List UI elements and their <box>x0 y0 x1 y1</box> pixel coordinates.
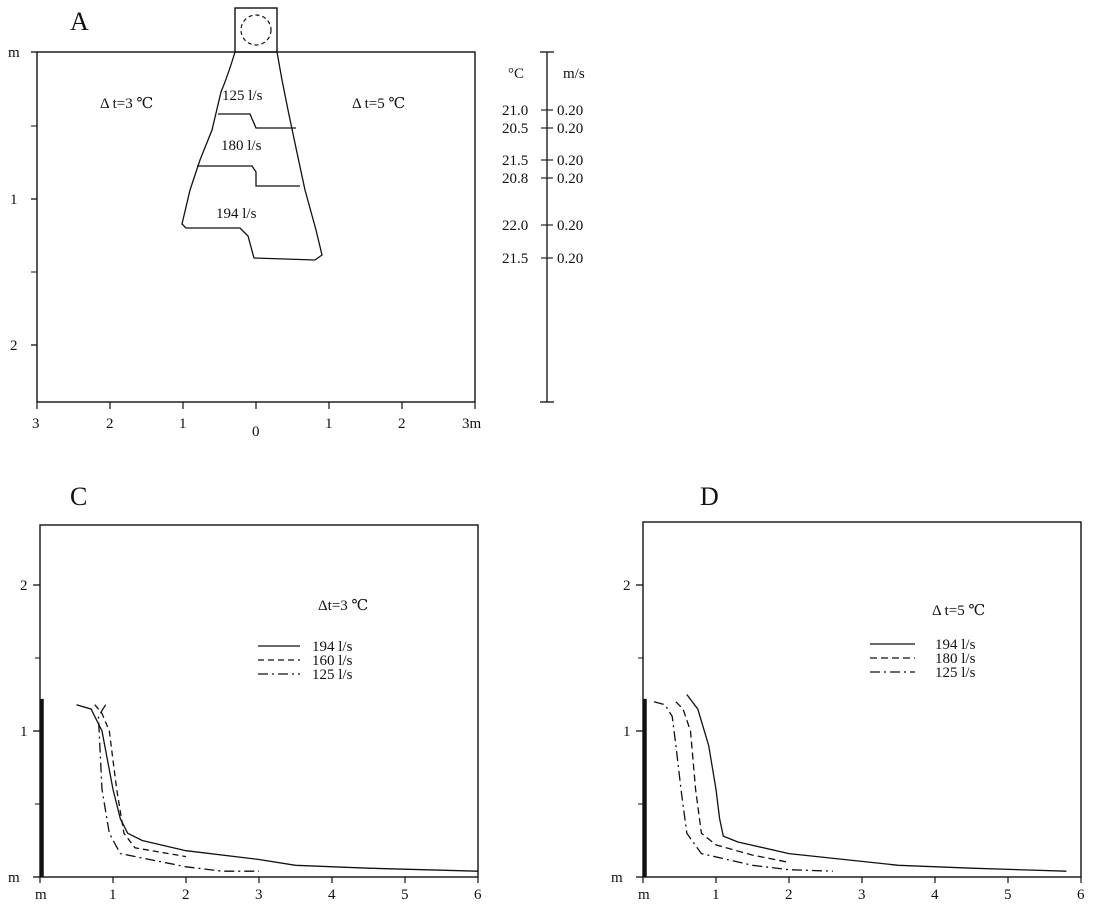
panel-d-xtick-0: m <box>638 887 650 903</box>
scale-temp-4: 22.0 <box>502 218 528 234</box>
panel-c-series-dashed <box>94 704 187 858</box>
scale-vel-3: 0.20 <box>557 171 583 187</box>
panel-c-xtick-1: 1 <box>109 887 117 903</box>
panel-d-series <box>653 694 1067 872</box>
panel-c: C m 1 2 3 4 5 6 m 1 2 Δt=3 ℃ 194 l/s 160 l/s 125 … <box>8 482 482 903</box>
supply-diffuser-box <box>234 7 278 53</box>
panel-c-ytick-0: m <box>8 870 20 886</box>
legend-d-label-0: 194 l/s <box>935 637 976 653</box>
panel-c-xtick-5: 5 <box>401 887 409 903</box>
panel-c-ytick-2: 2 <box>20 578 28 594</box>
panel-a-right-delta-label: Δ t=5 ℃ <box>352 96 405 112</box>
panel-d-series-dashed <box>675 701 790 864</box>
panel-c-xtick-3: 3 <box>255 887 263 903</box>
panel-a-ytick-1: 1 <box>10 192 18 208</box>
panel-d-series-solid <box>686 694 1067 872</box>
zone-label-180: 180 l/s <box>221 138 262 154</box>
panel-c-legend-title: Δt=3 ℃ <box>318 598 368 614</box>
panel-d-xtick-3: 3 <box>858 887 866 903</box>
scale-temp-header: °C <box>508 66 524 82</box>
panel-d-xtick-1: 1 <box>712 887 720 903</box>
panel-c-axes: m 1 2 3 4 5 6 m 1 2 <box>8 578 482 903</box>
scale-temp-2: 21.5 <box>502 153 528 169</box>
panel-d-ytick-2: 2 <box>623 578 631 594</box>
panel-a-xtick-3: 0 <box>252 424 260 440</box>
scale-temp-3: 20.8 <box>502 171 528 187</box>
panel-a: A m 1 2 3 2 1 0 1 2 3m Δ t=3 ℃ Δ t=5 ℃ <box>8 7 482 440</box>
legend-c-label-0: 194 l/s <box>312 639 353 655</box>
panel-c-ytick-1: 1 <box>20 724 28 740</box>
panel-a-left-delta-label: Δ t=3 ℃ <box>100 96 153 112</box>
panel-a-ytick-2: 2 <box>10 338 18 354</box>
panel-d-letter: D <box>700 482 719 511</box>
panel-a-letter: A <box>70 7 89 36</box>
panel-d-xtick-2: 2 <box>785 887 793 903</box>
panel-d-ytick-1: 1 <box>623 724 631 740</box>
zone-label-125: 125 l/s <box>222 88 263 104</box>
panel-a-xtick-5: 2 <box>398 416 406 432</box>
scale-temp-1: 20.5 <box>502 121 528 137</box>
scale-vel-1: 0.20 <box>557 121 583 137</box>
panel-a-xtick-1: 2 <box>106 416 114 432</box>
panel-c-xtick-2: 2 <box>182 887 190 903</box>
legend-c-label-2: 125 l/s <box>312 667 353 683</box>
panel-c-xtick-0: m <box>35 887 47 903</box>
legend-c-label-1: 160 l/s <box>312 653 353 669</box>
panel-d-series-dashdot <box>653 701 833 872</box>
panel-d-xtick-5: 5 <box>1004 887 1012 903</box>
panel-c-frame <box>39 524 479 878</box>
legend-d-label-1: 180 l/s <box>935 651 976 667</box>
panel-d-axes: m 1 2 3 4 5 6 m 1 2 <box>611 578 1085 903</box>
panel-d-ytick-0: m <box>611 870 623 886</box>
panel-a-xtick-6: 3m <box>462 416 482 432</box>
zone-label-194: 194 l/s <box>216 206 257 222</box>
panel-c-series-solid <box>76 704 479 872</box>
scale-vel-5: 0.20 <box>557 251 583 267</box>
panel-c-letter: C <box>70 482 87 511</box>
scale-vel-4: 0.20 <box>557 218 583 234</box>
jet-outline <box>181 51 323 261</box>
scale-bar: °C m/s 21.0 0.20 20.5 0.20 21.5 0.20 20.… <box>502 51 585 403</box>
panel-c-xtick-4: 4 <box>328 887 336 903</box>
zone-boundary-180 <box>197 165 300 187</box>
zone-boundary-125 <box>218 113 296 129</box>
scale-vel-header: m/s <box>563 66 585 82</box>
scale-vel-2: 0.20 <box>557 153 583 169</box>
panel-d-xtick-4: 4 <box>931 887 939 903</box>
diffuser-circle-icon <box>240 14 272 46</box>
panel-a-xtick-0: 3 <box>32 416 40 432</box>
panel-c-xtick-6: 6 <box>474 887 482 903</box>
panel-d-legend-title: Δ t=5 ℃ <box>932 603 985 619</box>
panel-c-series <box>76 704 479 872</box>
scale-temp-0: 21.0 <box>502 103 528 119</box>
panel-a-xtick-2: 1 <box>179 416 187 432</box>
panel-d: D m 1 2 3 4 5 6 m 1 2 Δ t=5 ℃ 194 l/s 180 l/s 125… <box>611 482 1085 903</box>
panel-d-xtick-6: 6 <box>1077 887 1085 903</box>
scale-temp-5: 21.5 <box>502 251 528 267</box>
panel-a-xtick-4: 1 <box>325 416 333 432</box>
legend-d-label-2: 125 l/s <box>935 665 976 681</box>
panel-a-ytick-0: m <box>8 45 20 61</box>
scale-vel-0: 0.20 <box>557 103 583 119</box>
panel-d-frame <box>642 521 1082 878</box>
panel-c-series-dashdot <box>97 704 259 872</box>
